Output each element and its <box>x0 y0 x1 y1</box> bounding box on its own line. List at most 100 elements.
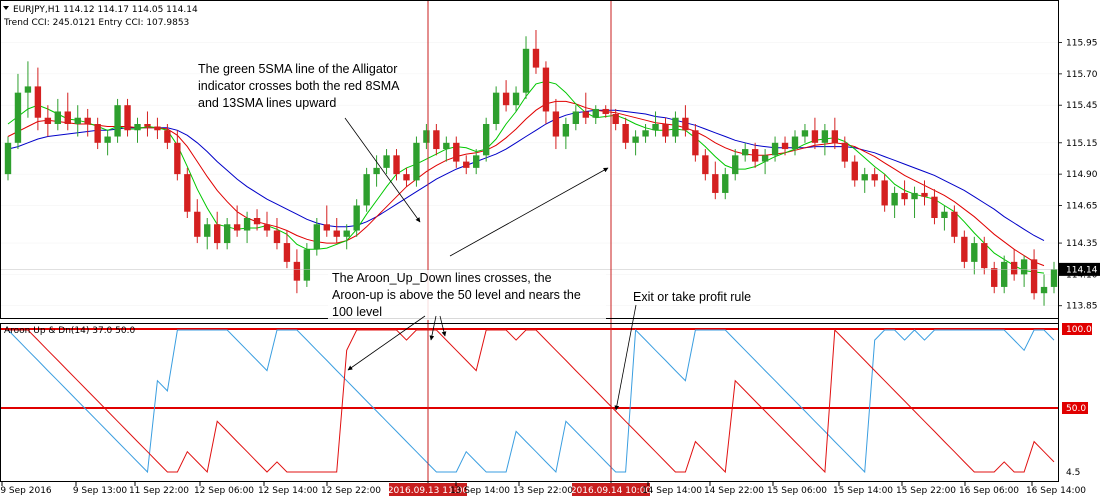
candle[interactable] <box>592 105 599 124</box>
candle[interactable] <box>223 218 231 250</box>
candle[interactable] <box>991 261 998 294</box>
candle[interactable] <box>732 149 739 181</box>
candle[interactable] <box>821 124 829 156</box>
candle[interactable] <box>164 124 171 150</box>
candle[interactable] <box>1010 249 1018 281</box>
candle[interactable] <box>94 117 101 150</box>
candle[interactable] <box>702 149 709 181</box>
candle[interactable] <box>811 117 819 150</box>
candle[interactable] <box>801 124 809 143</box>
candle[interactable] <box>134 117 141 143</box>
candle[interactable] <box>512 86 520 112</box>
candle[interactable] <box>951 205 958 244</box>
candle[interactable] <box>233 205 241 237</box>
candle[interactable] <box>303 243 311 287</box>
candle[interactable] <box>204 218 211 250</box>
candle[interactable] <box>841 136 848 168</box>
candle[interactable] <box>712 161 719 200</box>
candle[interactable] <box>692 124 699 162</box>
candle[interactable] <box>1030 249 1038 300</box>
candle[interactable] <box>144 111 151 137</box>
candle[interactable] <box>263 211 271 237</box>
candle[interactable] <box>602 105 609 118</box>
candle[interactable] <box>293 249 301 294</box>
candle[interactable] <box>34 67 42 131</box>
candle[interactable] <box>741 142 749 162</box>
candle[interactable] <box>104 130 111 156</box>
candle[interactable] <box>662 117 669 143</box>
candle[interactable] <box>761 149 769 175</box>
candle[interactable] <box>502 80 510 112</box>
candle[interactable] <box>343 224 350 250</box>
candle[interactable] <box>682 105 689 137</box>
candle[interactable] <box>1040 274 1048 306</box>
candle[interactable] <box>413 136 420 187</box>
candle[interactable] <box>423 124 430 150</box>
candle[interactable] <box>243 211 251 244</box>
candle[interactable] <box>921 180 928 206</box>
candle[interactable] <box>154 117 161 140</box>
candle[interactable] <box>393 149 400 181</box>
candle[interactable] <box>313 218 321 256</box>
candle[interactable] <box>572 105 580 131</box>
candle[interactable] <box>124 98 131 137</box>
candle[interactable] <box>453 136 460 168</box>
candle[interactable] <box>881 174 888 212</box>
candle[interactable] <box>941 205 948 231</box>
candle[interactable] <box>433 124 440 156</box>
candle[interactable] <box>781 136 789 156</box>
candle[interactable] <box>283 230 291 269</box>
candle[interactable] <box>24 61 32 118</box>
candle[interactable] <box>871 167 878 187</box>
candle[interactable] <box>74 105 81 137</box>
candle[interactable] <box>791 130 799 156</box>
candle[interactable] <box>552 98 560 150</box>
candle[interactable] <box>901 180 908 206</box>
candle[interactable] <box>473 149 480 175</box>
candle[interactable] <box>14 73 22 150</box>
candle[interactable] <box>84 108 91 137</box>
candle[interactable] <box>1050 261 1058 294</box>
candle[interactable] <box>562 117 570 150</box>
candle[interactable] <box>44 105 52 137</box>
triangle-down-icon[interactable] <box>3 6 9 10</box>
candle[interactable] <box>184 167 191 218</box>
candle[interactable] <box>363 167 370 212</box>
candle[interactable] <box>622 117 629 150</box>
candle[interactable] <box>194 199 201 244</box>
candle[interactable] <box>532 30 540 74</box>
candle[interactable] <box>1020 255 1028 287</box>
candle[interactable] <box>981 236 988 275</box>
candle[interactable] <box>443 136 450 162</box>
candle[interactable] <box>353 199 360 237</box>
candle[interactable] <box>373 155 380 187</box>
candle[interactable] <box>891 186 898 218</box>
candle[interactable] <box>253 209 261 231</box>
candle[interactable] <box>323 205 330 237</box>
candle[interactable] <box>652 111 659 137</box>
candle[interactable] <box>214 211 221 250</box>
candle[interactable] <box>582 92 589 124</box>
candle[interactable] <box>971 236 978 275</box>
candle[interactable] <box>751 142 759 168</box>
candle[interactable] <box>831 117 839 150</box>
candle[interactable] <box>642 124 649 143</box>
candle[interactable] <box>861 167 868 193</box>
candle[interactable] <box>492 86 500 131</box>
candle[interactable] <box>771 136 779 162</box>
candle[interactable] <box>4 136 12 181</box>
candle[interactable] <box>174 130 181 181</box>
candle[interactable] <box>672 111 679 143</box>
candle[interactable] <box>851 155 858 187</box>
candle[interactable] <box>482 117 490 162</box>
candle[interactable] <box>383 149 390 175</box>
candle[interactable] <box>542 61 550 124</box>
candlesticks[interactable] <box>4 30 1058 306</box>
candle[interactable] <box>54 98 61 131</box>
candle[interactable] <box>931 189 938 225</box>
candle[interactable] <box>522 36 530 99</box>
candle[interactable] <box>612 108 619 131</box>
candle[interactable] <box>333 218 340 244</box>
candle[interactable] <box>64 92 71 131</box>
